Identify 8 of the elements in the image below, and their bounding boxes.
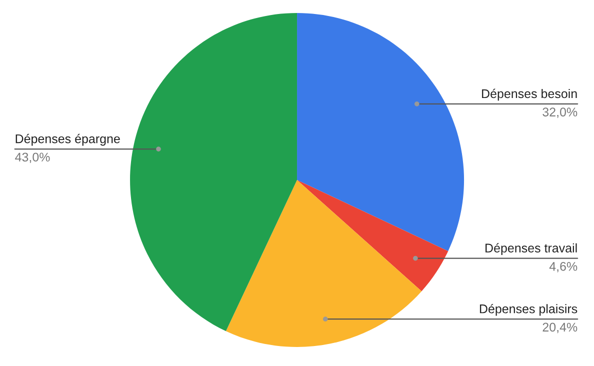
slice-label: Dépenses plaisirs: [480, 304, 578, 316]
slice-label: Dépenses besoin: [482, 88, 577, 101]
data-label: 4,6%: [549, 262, 578, 272]
slice-label: Dépenses travail: [486, 243, 577, 255]
data-label: 20,4%: [542, 322, 578, 334]
data-label: 32,0%: [542, 108, 578, 118]
slice-label: Dépenses épargne: [16, 134, 120, 146]
data-label: 43,0%: [15, 152, 50, 164]
